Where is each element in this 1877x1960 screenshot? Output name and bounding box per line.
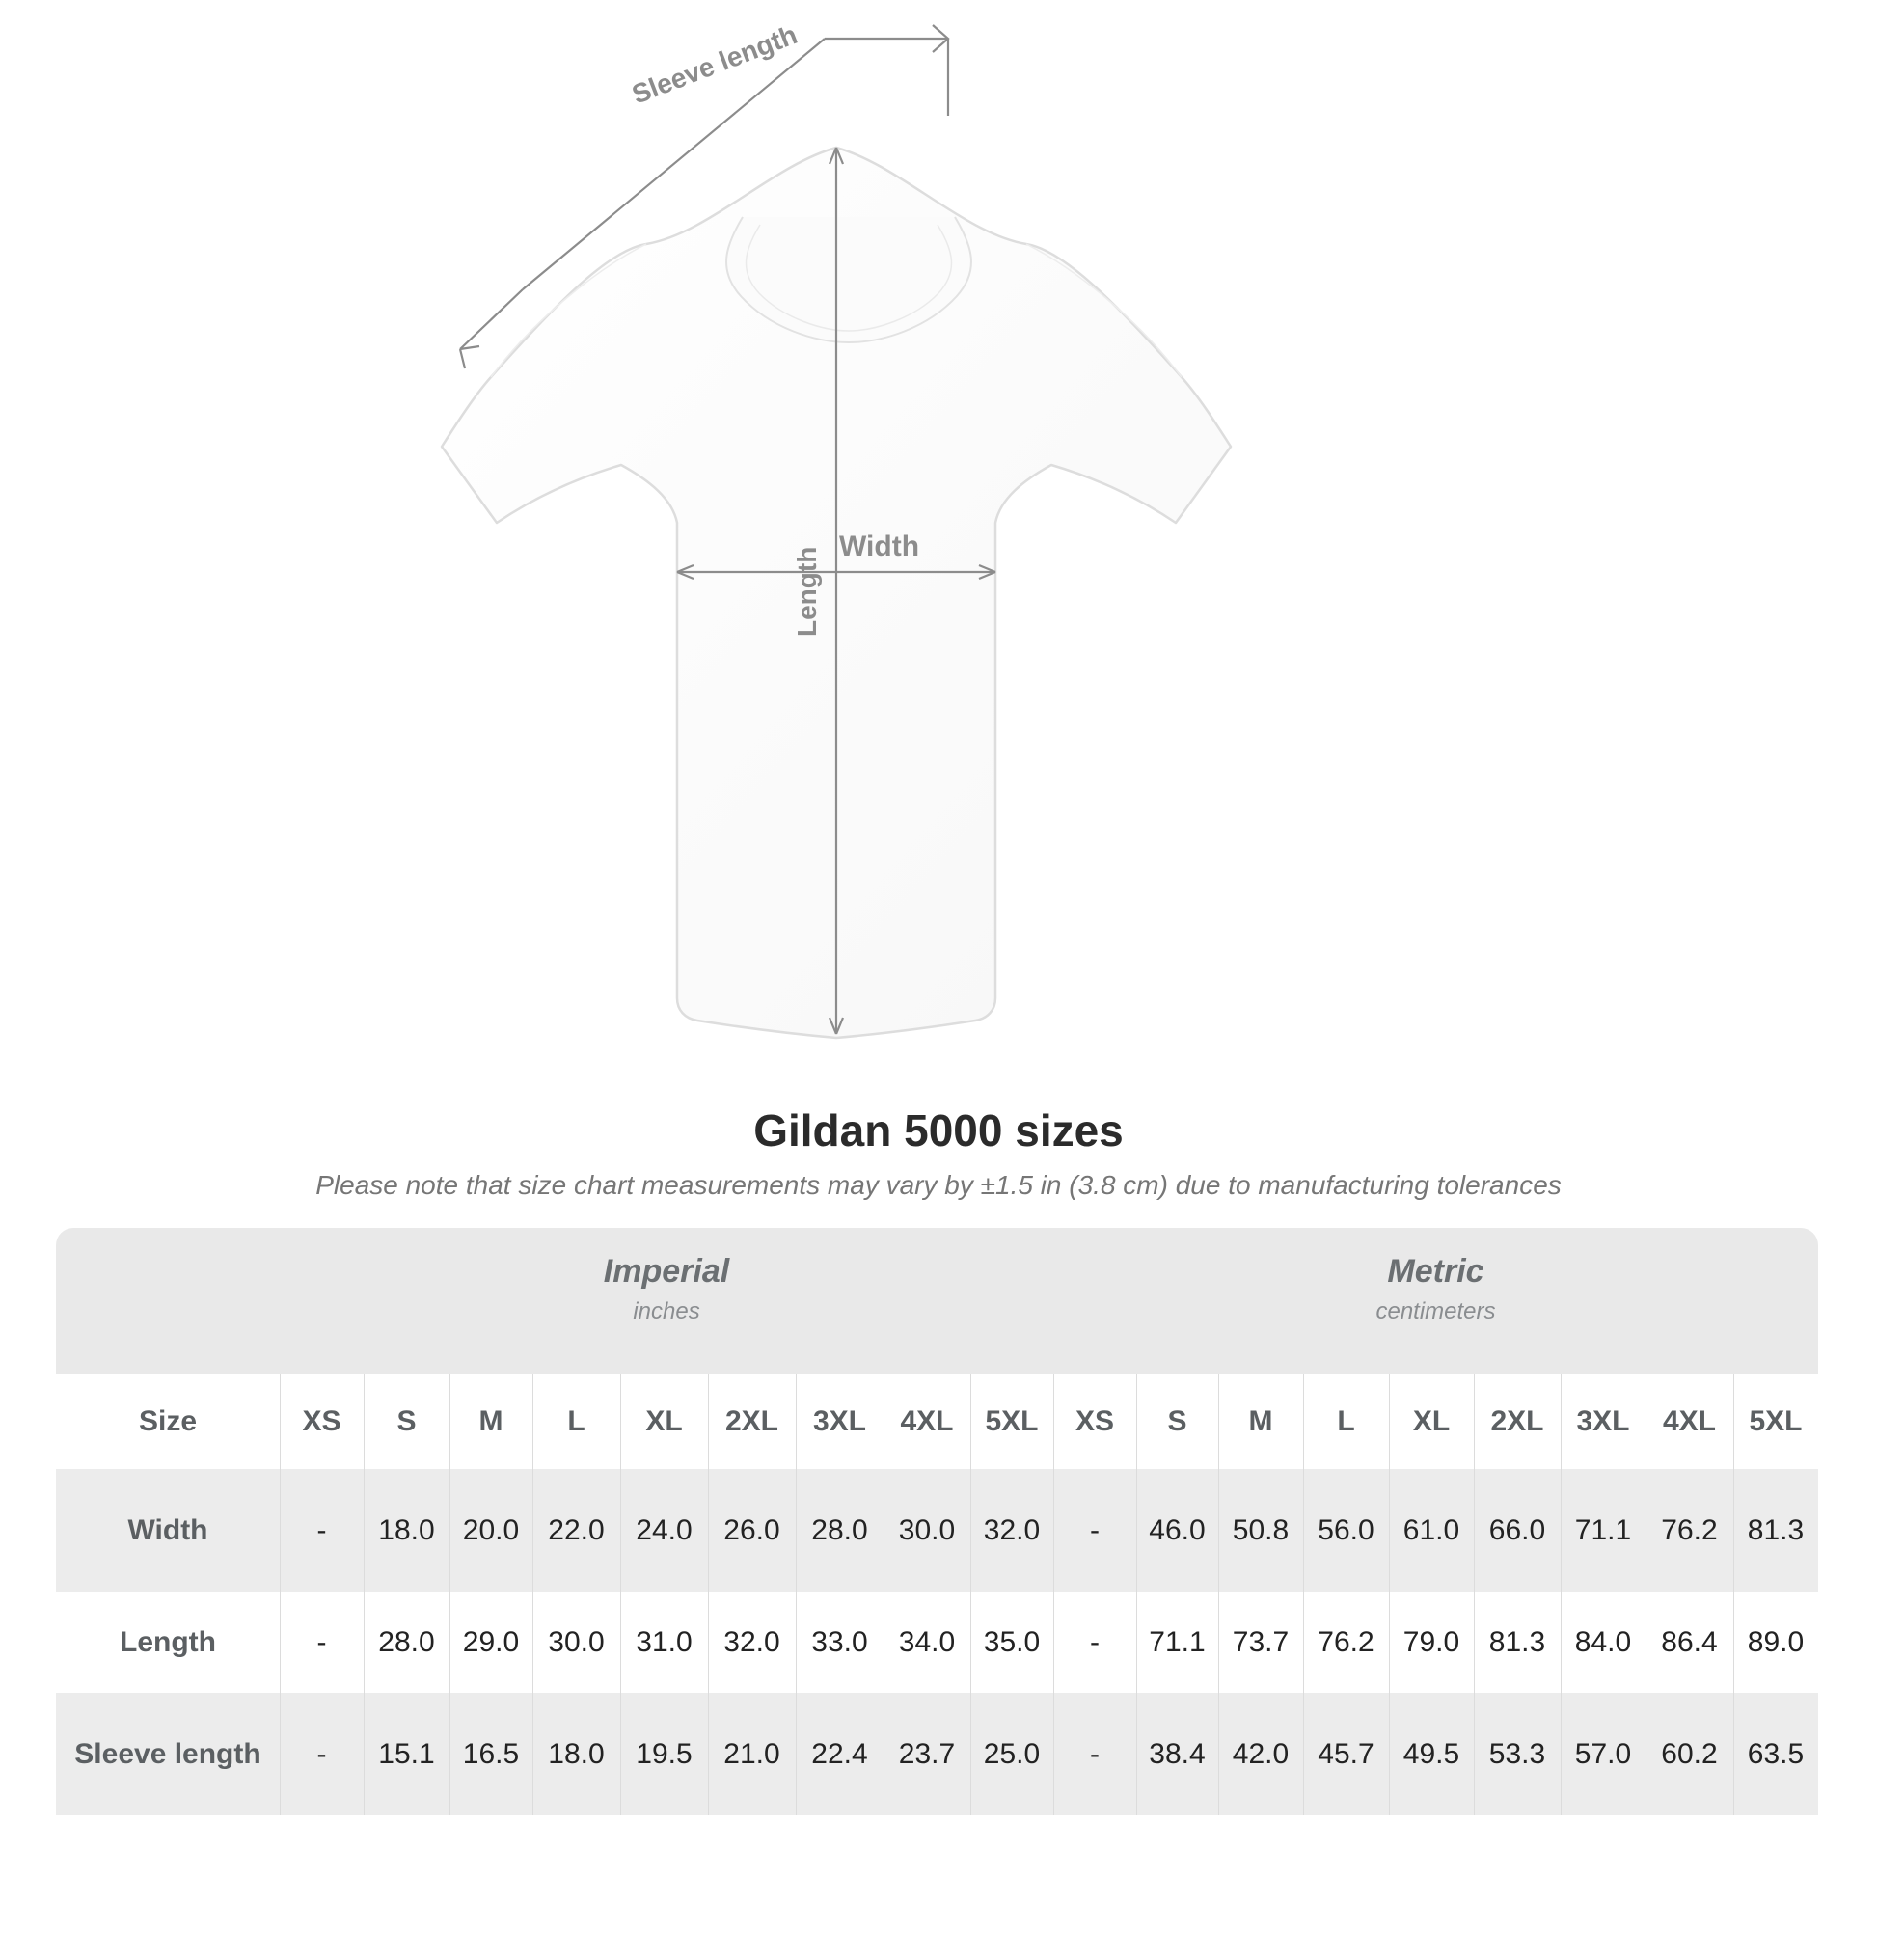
svg-text:Length: Length (792, 547, 822, 637)
svg-text:Width: Width (839, 531, 919, 562)
svg-text:Sleeve length: Sleeve length (628, 19, 802, 110)
